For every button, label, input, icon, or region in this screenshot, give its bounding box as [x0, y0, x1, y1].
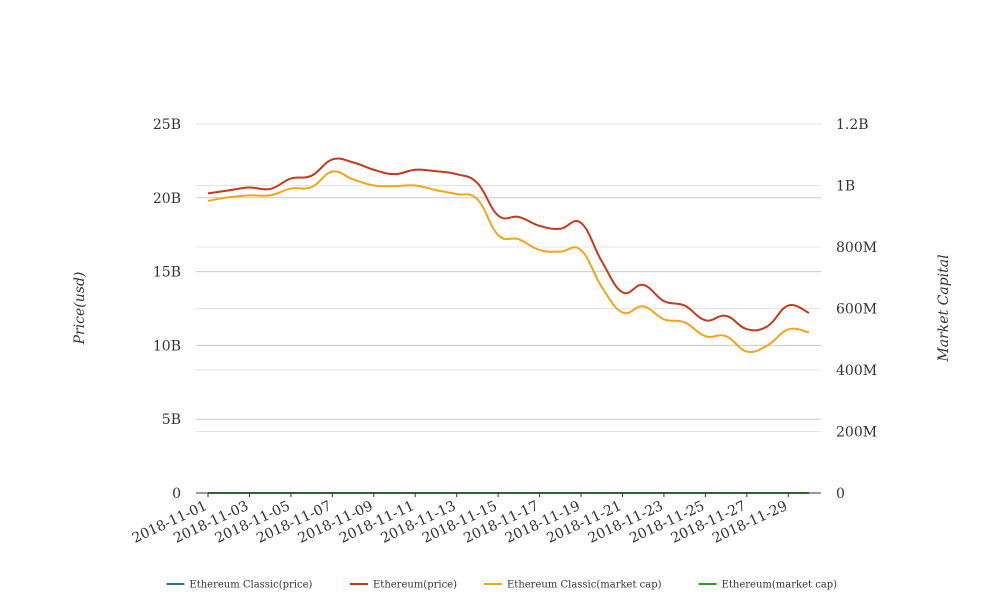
right-tick-label: 600M	[836, 302, 877, 318]
right-axis-title: Market Capital	[936, 254, 952, 362]
right-tick-label: 400M	[836, 363, 877, 379]
left-tick-label: 20B	[153, 191, 181, 207]
left-tick-label: 0	[172, 486, 181, 502]
left-axis-ticks: 0 5B 10B 15B 20B 25B	[153, 117, 181, 502]
right-tick-label: 0	[836, 486, 845, 502]
series-line-ethereum-price	[207, 157, 810, 332]
right-tick-label: 1.2B	[836, 117, 869, 133]
legend-label: Ethereum(price)	[373, 580, 457, 591]
x-axis-ticks: 2018-11-012018-11-032018-11-052018-11-07…	[130, 493, 790, 547]
left-tick-label: 15B	[153, 265, 181, 281]
left-axis-title: Price(usd)	[72, 272, 88, 346]
legend-label: Ethereum(market cap)	[722, 580, 838, 591]
right-tick-label: 1B	[836, 179, 855, 195]
series-line-ethereum-classic-market-cap	[207, 170, 810, 353]
left-tick-label: 25B	[153, 117, 181, 133]
legend-label: Ethereum Classic(price)	[189, 580, 312, 591]
series-lines	[207, 157, 810, 495]
left-tick-label: 10B	[153, 338, 181, 354]
grid-lines	[196, 123, 821, 432]
right-tick-label: 200M	[836, 425, 877, 441]
left-tick-label: 5B	[162, 412, 181, 428]
right-tick-label: 800M	[836, 240, 877, 256]
right-axis-ticks: 0 200M 400M 600M 800M 1B 1.2B	[836, 117, 877, 502]
legend-label: Ethereum Classic(market cap)	[507, 580, 662, 591]
legend: Ethereum Classic(price) Ethereum(price) Et…	[166, 580, 837, 591]
